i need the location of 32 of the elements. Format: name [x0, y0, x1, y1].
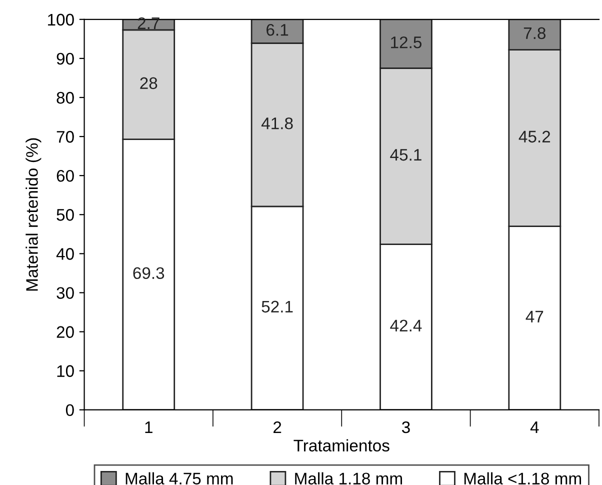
y-tick-label: 50: [56, 209, 74, 221]
data-label: 6.1: [266, 24, 288, 36]
data-label: 45.1: [390, 149, 422, 161]
data-label: 52.1: [262, 300, 293, 313]
data-label: 28: [140, 77, 158, 90]
y-tick-label: 100: [48, 14, 74, 26]
legend-label: Malla <1.18 mm: [464, 472, 582, 485]
data-label: 2.7: [138, 17, 160, 29]
y-tick-label: 60: [56, 170, 74, 182]
y-tick-label: 0: [66, 404, 74, 416]
y-tick-label: 20: [56, 326, 74, 338]
y-tick-label: 30: [56, 287, 74, 299]
data-label: 7.8: [524, 27, 546, 40]
x-axis-title: Tratamientos: [294, 439, 390, 452]
x-tick-label: 3: [402, 421, 410, 434]
y-tick-label: 10: [57, 365, 74, 377]
y-tick-label: 80: [56, 92, 74, 104]
data-label: 47: [526, 310, 544, 322]
data-label: 42.4: [390, 320, 422, 332]
data-label: 69.3: [133, 267, 164, 280]
legend-label: Malla 4.75 mm: [126, 472, 233, 485]
y-tick-label: 70: [56, 130, 74, 143]
data-label: 41.8: [261, 117, 293, 130]
y-tick-label: 40: [56, 248, 74, 260]
y-axis-title: Material retenido (%): [26, 138, 42, 291]
x-tick-label: 1: [145, 422, 152, 434]
data-label: 12.5: [391, 36, 422, 48]
legend-label: Malla 1.18 mm: [295, 472, 402, 485]
data-label: 45.2: [518, 130, 550, 143]
x-tick-label: 2: [274, 421, 282, 434]
y-tick-label: 90: [56, 52, 74, 65]
x-tick-label: 4: [530, 422, 539, 434]
